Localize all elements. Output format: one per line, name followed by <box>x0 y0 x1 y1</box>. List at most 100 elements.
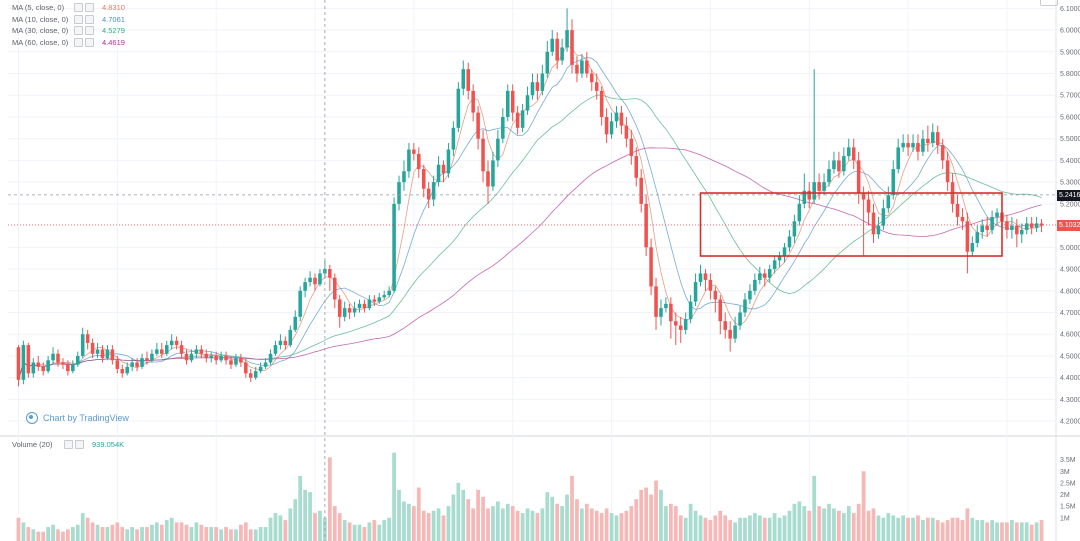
candle-body <box>540 73 545 91</box>
visibility-toggle-icon[interactable] <box>64 440 73 449</box>
candle-body <box>1019 229 1024 235</box>
candle-body <box>856 160 861 194</box>
price-tick-label: 4.3000 <box>1060 397 1080 404</box>
legend-row-ma60[interactable]: MA (60, close, 0) 4.4619 <box>12 37 125 49</box>
volume-bar <box>728 520 733 541</box>
candle-body <box>229 360 233 365</box>
candle-body <box>362 303 367 309</box>
volume-bar <box>584 503 589 541</box>
volume-bar <box>995 522 999 541</box>
ma-line <box>18 94 1042 381</box>
volume-bar <box>965 508 970 541</box>
candle-body <box>530 82 535 96</box>
remove-indicator-icon[interactable] <box>75 440 84 449</box>
scale-settings-icon[interactable] <box>1040 0 1058 6</box>
candle-body <box>975 232 980 243</box>
volume-bar <box>990 520 994 541</box>
candle-body <box>767 269 772 278</box>
volume-bar <box>713 515 718 541</box>
volume-bar <box>960 520 965 541</box>
volume-bar <box>777 517 782 541</box>
volume-bar <box>145 527 149 541</box>
price-tick-label: 5.3000 <box>1060 180 1080 187</box>
volume-bar <box>812 475 817 541</box>
volume-axis[interactable]: 1M 1.5M 2M 2.5M 3M 3.5M <box>1060 457 1076 522</box>
visibility-toggle-icon[interactable] <box>74 26 83 36</box>
candle-body <box>234 358 238 365</box>
volume-bar <box>184 524 189 541</box>
volume-bar <box>950 517 955 541</box>
volume-bar <box>491 506 495 541</box>
volume-bar <box>1009 520 1014 541</box>
candle-body <box>846 147 851 157</box>
candle-body <box>46 360 50 372</box>
candle-body <box>26 345 31 374</box>
remove-indicator-icon[interactable] <box>85 3 94 13</box>
volume-bar <box>886 513 891 541</box>
candle-body <box>955 203 960 217</box>
legend-label: MA (30, close, 0) <box>12 26 69 36</box>
volume-series <box>16 452 1044 541</box>
visibility-toggle-icon[interactable] <box>74 38 83 48</box>
remove-indicator-icon[interactable] <box>85 38 94 48</box>
candle-body <box>75 355 80 365</box>
candle-body <box>901 143 905 148</box>
volume-bar <box>318 510 322 541</box>
volume-bar <box>733 522 737 541</box>
volume-bar <box>372 520 377 541</box>
volume-bar <box>955 517 960 541</box>
candle-body <box>758 273 762 280</box>
remove-indicator-icon[interactable] <box>85 26 94 36</box>
last-price-badge: 5.1032 <box>1057 219 1080 231</box>
tradingview-watermark[interactable]: Chart by TradingView <box>26 412 129 424</box>
candle-body <box>970 242 975 252</box>
candle-body <box>21 345 26 380</box>
candle-body <box>762 273 767 278</box>
candle-body <box>960 216 965 222</box>
volume-bar <box>871 508 876 541</box>
legend-row-ma30[interactable]: MA (30, close, 0) 4.5279 <box>12 25 125 37</box>
candle-body <box>565 30 569 48</box>
volume-bar <box>154 522 159 541</box>
volume-bar <box>234 529 238 541</box>
candle-body <box>268 353 273 363</box>
volume-bar <box>421 510 426 541</box>
price-axis[interactable]: 4.2000 4.3000 4.4000 4.5000 4.6000 4.7000 4.80… <box>1060 6 1080 426</box>
candle-body <box>911 143 915 148</box>
price-tick-label: 4.8000 <box>1060 288 1080 295</box>
price-tick-label: 6.1000 <box>1060 6 1080 13</box>
volume-bar <box>762 517 767 541</box>
volume-legend[interactable]: Volume (20) 939.054K <box>12 440 124 449</box>
volume-bar <box>639 489 644 541</box>
volume-bar <box>456 482 461 541</box>
volume-bar <box>748 515 752 541</box>
volume-bar <box>56 529 60 541</box>
volume-bar <box>476 489 480 541</box>
volume-bar <box>26 527 31 541</box>
volume-bar <box>609 513 614 541</box>
candle-body <box>802 190 807 204</box>
visibility-toggle-icon[interactable] <box>74 14 83 24</box>
candle-body <box>980 225 985 233</box>
volume-bar <box>891 515 896 541</box>
remove-indicator-icon[interactable] <box>85 14 94 24</box>
volume-bar <box>46 527 51 541</box>
candle-body <box>125 366 129 374</box>
candle-body <box>110 349 115 361</box>
candlestick-series <box>16 8 1044 387</box>
volume-bar <box>930 517 935 541</box>
price-tick-label: 5.6000 <box>1060 114 1080 121</box>
volume-bar <box>817 506 822 541</box>
legend-row-ma5[interactable]: MA (5, close, 0) 4.8310 <box>12 2 125 14</box>
candle-body <box>1005 221 1009 230</box>
candle-body <box>214 355 218 361</box>
candle-body <box>945 160 950 183</box>
candle-body <box>678 325 683 330</box>
visibility-toggle-icon[interactable] <box>74 3 83 13</box>
volume-bar <box>441 515 446 541</box>
volume-bar <box>135 529 139 541</box>
candle-body <box>66 364 70 372</box>
volume-bar <box>392 452 396 541</box>
legend-row-ma10[interactable]: MA (10, close, 0) 4.7061 <box>12 14 125 26</box>
